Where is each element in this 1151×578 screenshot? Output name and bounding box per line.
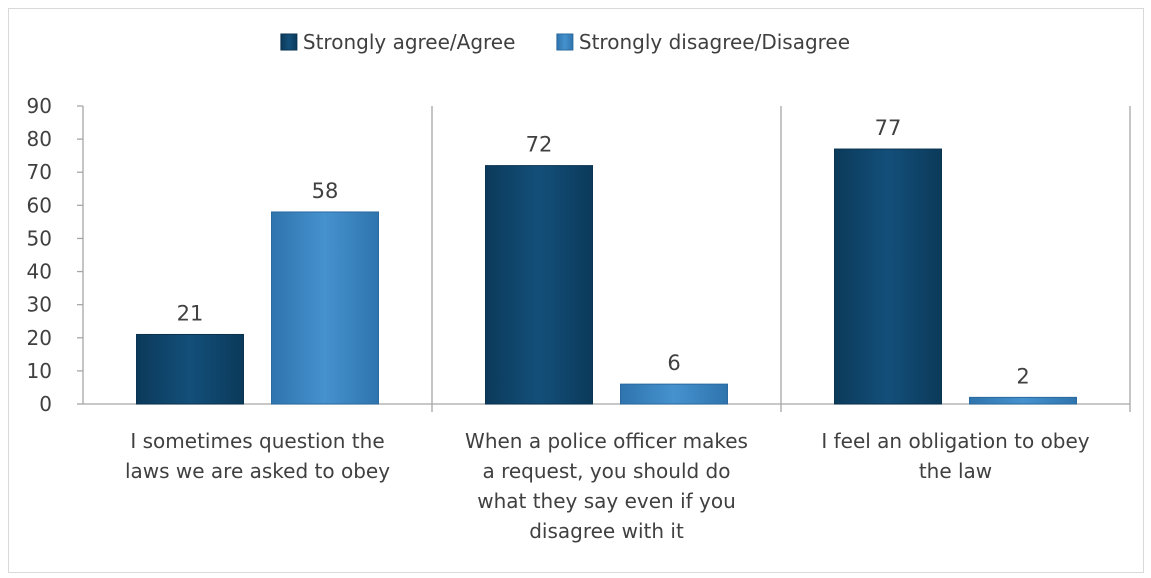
data-label: 77 xyxy=(875,116,902,140)
bar xyxy=(834,148,942,405)
legend: Strongly agree/Agree Strongly disagree/Di… xyxy=(280,30,850,54)
legend-label: Strongly disagree/Disagree xyxy=(579,30,850,54)
axes xyxy=(77,105,1131,412)
bar xyxy=(620,383,728,405)
legend-swatch xyxy=(280,33,298,51)
bar xyxy=(485,165,593,405)
y-tick-label: 20 xyxy=(27,326,52,350)
y-tick-label: 50 xyxy=(27,226,52,250)
y-tick-label: 70 xyxy=(27,160,52,184)
data-label: 58 xyxy=(312,179,339,203)
category-label: I feel an obligation to obey xyxy=(821,429,1089,453)
category-label: disagree with it xyxy=(529,519,684,543)
category-label: the law xyxy=(919,459,992,483)
y-tick-label: 10 xyxy=(27,359,52,383)
category-label: When a police officer makes xyxy=(465,429,748,453)
category-label: a request, you should do xyxy=(482,459,730,483)
labels: 0 10 20 30 40 50 60 70 80 90 21 58 I sometimes quest… xyxy=(27,94,1090,543)
y-tick-label: 90 xyxy=(27,94,52,118)
y-tick-label: 40 xyxy=(27,260,52,284)
data-label: 72 xyxy=(526,133,553,157)
bar xyxy=(271,211,379,405)
bars xyxy=(136,148,1077,405)
category-label: laws we are asked to obey xyxy=(125,459,390,483)
data-label: 21 xyxy=(177,301,204,325)
bar xyxy=(969,396,1077,405)
bar xyxy=(136,333,244,405)
y-tick-label: 30 xyxy=(27,293,52,317)
data-label: 6 xyxy=(667,351,680,375)
legend-label: Strongly agree/Agree xyxy=(303,30,516,54)
category-label: I sometimes question the xyxy=(130,429,384,453)
data-label: 2 xyxy=(1016,364,1029,388)
y-tick-label: 0 xyxy=(39,392,52,416)
y-tick-label: 80 xyxy=(27,127,52,151)
y-tick-label: 60 xyxy=(27,193,52,217)
category-label: what they say even if you xyxy=(477,489,736,513)
legend-swatch xyxy=(556,33,574,51)
